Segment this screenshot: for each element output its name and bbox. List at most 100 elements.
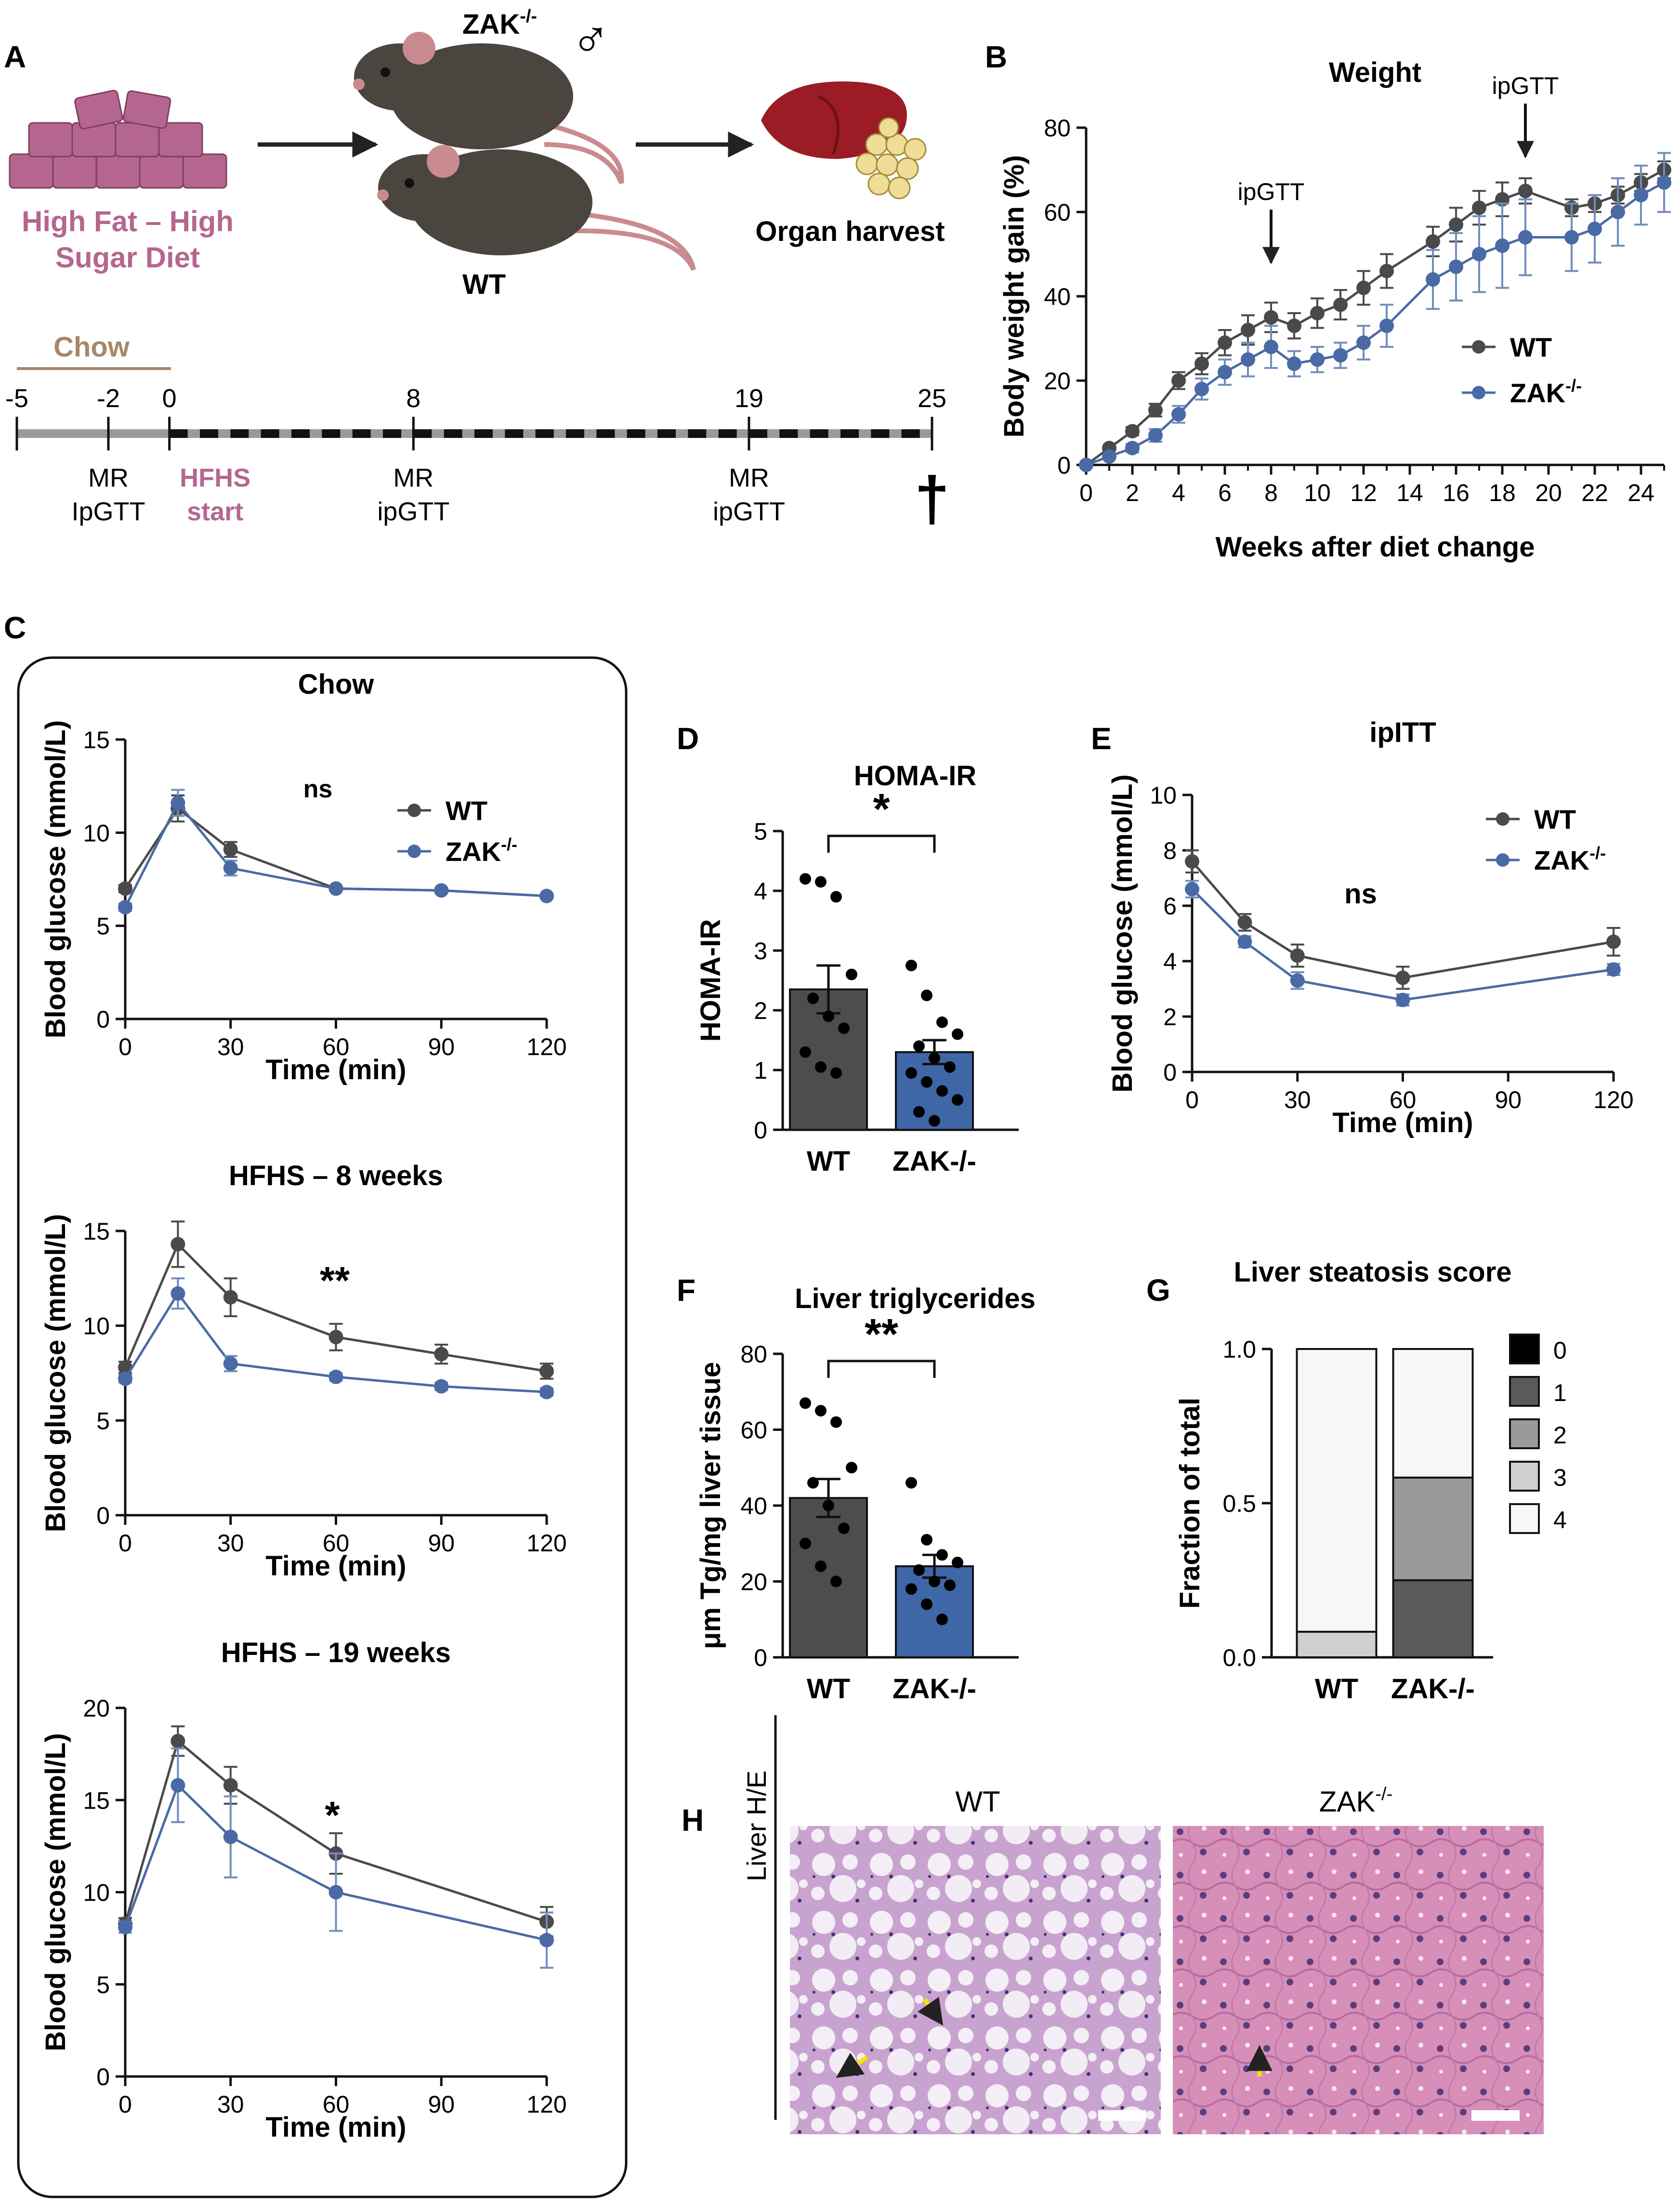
data-point-zak bbox=[1102, 449, 1116, 464]
individual-point bbox=[815, 1405, 827, 1417]
y-axis-label: HOMA-IR bbox=[695, 919, 726, 1042]
y-tick-label: 0 bbox=[1057, 452, 1071, 479]
x-tick-label: 90 bbox=[428, 1033, 455, 1060]
stack-segment-score-4 bbox=[1296, 1348, 1378, 1633]
scale-bar-zak bbox=[1471, 2110, 1520, 2121]
x-tick-label: 90 bbox=[428, 1530, 455, 1557]
diet-cubes-illustration bbox=[9, 90, 227, 189]
x-tick-label: 20 bbox=[1535, 479, 1562, 506]
y-tick-label: 0.0 bbox=[1222, 1644, 1256, 1671]
x-category-label: WT bbox=[807, 1673, 850, 1705]
timeline-event-line1: MR bbox=[729, 463, 769, 492]
y-axis-label: μm Tg/mg liver tissue bbox=[695, 1362, 726, 1649]
data-point-zak bbox=[539, 1385, 554, 1400]
adipose-illustration bbox=[855, 117, 927, 199]
legend-label-wt: WT bbox=[1510, 332, 1552, 362]
legend-swatch-score-4 bbox=[1509, 1503, 1540, 1534]
chart-title: Weight bbox=[1329, 57, 1421, 88]
data-point-wt bbox=[1518, 184, 1533, 198]
data-point-zak bbox=[1237, 934, 1252, 949]
data-point-wt bbox=[1290, 948, 1305, 963]
timeline-event-line2: start bbox=[187, 497, 243, 526]
x-tick-label: 14 bbox=[1396, 479, 1423, 506]
data-point-zak bbox=[1611, 205, 1625, 219]
significance-label: ns bbox=[303, 775, 333, 803]
histology-image-wt bbox=[790, 1826, 1161, 2134]
data-point-wt bbox=[434, 1347, 449, 1362]
stack-segment-score-4 bbox=[1392, 1348, 1474, 1479]
individual-point bbox=[921, 1076, 932, 1088]
x-tick-label: 60 bbox=[323, 2091, 350, 2118]
data-point-wt bbox=[1194, 357, 1209, 371]
y-tick-label: 15 bbox=[83, 727, 110, 754]
data-point-zak bbox=[1426, 272, 1440, 287]
lipid-droplet-arrow-wt-2 bbox=[918, 1996, 944, 2026]
organ-harvest-label: Organ harvest bbox=[755, 216, 945, 247]
histology-image-zak bbox=[1173, 1826, 1544, 2134]
liver-triglycerides-chart: 0 20 40 60 80 WT ZAK-/- μm Tg/mg liver tissue Li… bbox=[695, 1283, 1036, 1705]
y-tick-label: 0 bbox=[754, 1644, 767, 1671]
data-point-zak bbox=[1472, 247, 1486, 262]
data-point-wt bbox=[1218, 335, 1232, 350]
data-point-wt bbox=[1185, 854, 1199, 869]
x-tick-label: 8 bbox=[1264, 479, 1278, 506]
data-point-zak bbox=[1287, 357, 1301, 371]
y-tick-label: 0.5 bbox=[1222, 1490, 1256, 1517]
individual-point bbox=[830, 1067, 842, 1079]
wt-mouse-label: WT bbox=[462, 269, 506, 300]
y-tick-label: 20 bbox=[740, 1569, 767, 1596]
x-tick-label: 120 bbox=[1593, 1086, 1633, 1113]
panel-a: A High Fat – High Sugar Diet bbox=[4, 6, 949, 534]
individual-point bbox=[929, 1052, 940, 1064]
data-point-zak bbox=[118, 1371, 132, 1386]
data-point-zak bbox=[1125, 441, 1140, 455]
data-point-wt bbox=[1395, 970, 1410, 985]
panel-f: F 0 20 40 60 80 WT ZAK-/- μm Tg/mg liver tissue… bbox=[677, 1273, 1036, 1705]
y-tick-label: 4 bbox=[1163, 948, 1177, 975]
y-tick-label: 2 bbox=[754, 997, 767, 1024]
individual-point bbox=[830, 1575, 842, 1587]
data-point-wt bbox=[171, 1733, 185, 1748]
individual-point bbox=[807, 1477, 819, 1489]
x-tick-label: 0 bbox=[118, 1033, 132, 1060]
chart-title: HOMA-IR bbox=[854, 760, 977, 792]
data-point-zak bbox=[1171, 407, 1186, 422]
individual-point bbox=[952, 1028, 963, 1040]
x-tick-label: 90 bbox=[1495, 1086, 1522, 1113]
data-point-zak bbox=[328, 1369, 343, 1384]
chow-label: Chow bbox=[53, 331, 130, 363]
data-point-zak bbox=[1657, 175, 1671, 190]
x-tick-label: 120 bbox=[526, 2091, 566, 2118]
data-point-wt bbox=[1379, 264, 1394, 278]
y-tick-label: 5 bbox=[754, 818, 767, 845]
mouse-wt-illustration bbox=[377, 145, 696, 271]
data-point-zak bbox=[1264, 340, 1278, 354]
hfhs-8w-gtt-chart: 0 5 10 15 0 30 60 90 120 Time (min) Blood glucose … bbox=[40, 1160, 567, 1582]
y-tick-label: 15 bbox=[83, 1218, 110, 1245]
x-axis-label: Time (min) bbox=[265, 1550, 406, 1582]
x-tick-label: 12 bbox=[1350, 479, 1377, 506]
x-tick-label: 24 bbox=[1628, 479, 1654, 506]
male-symbol: ♂ bbox=[571, 8, 611, 67]
y-tick-label: 0 bbox=[96, 1502, 110, 1529]
data-point-wt bbox=[171, 1237, 185, 1252]
y-tick-label: 40 bbox=[740, 1493, 767, 1520]
timeline-tick-label: 0 bbox=[162, 384, 177, 413]
y-tick-label: 20 bbox=[83, 1695, 110, 1722]
y-axis-label: Blood glucose (mmol/L) bbox=[40, 1733, 71, 2051]
bar-wt bbox=[789, 1497, 868, 1658]
stack-segment-score-1 bbox=[1392, 1579, 1474, 1658]
individual-point bbox=[838, 1522, 850, 1534]
series-line-wt bbox=[124, 1242, 547, 1373]
data-point-zak bbox=[1606, 962, 1621, 977]
individual-point bbox=[906, 960, 917, 971]
diet-label-line2: Sugar Diet bbox=[55, 241, 200, 274]
individual-point bbox=[807, 992, 819, 1005]
individual-point bbox=[800, 1397, 811, 1409]
x-category-label: WT bbox=[1315, 1673, 1358, 1705]
individual-point bbox=[823, 1500, 834, 1511]
legend-label-wt: WT bbox=[1534, 804, 1576, 834]
individual-point bbox=[800, 1537, 811, 1549]
legend-label-score-4: 4 bbox=[1553, 1507, 1567, 1534]
